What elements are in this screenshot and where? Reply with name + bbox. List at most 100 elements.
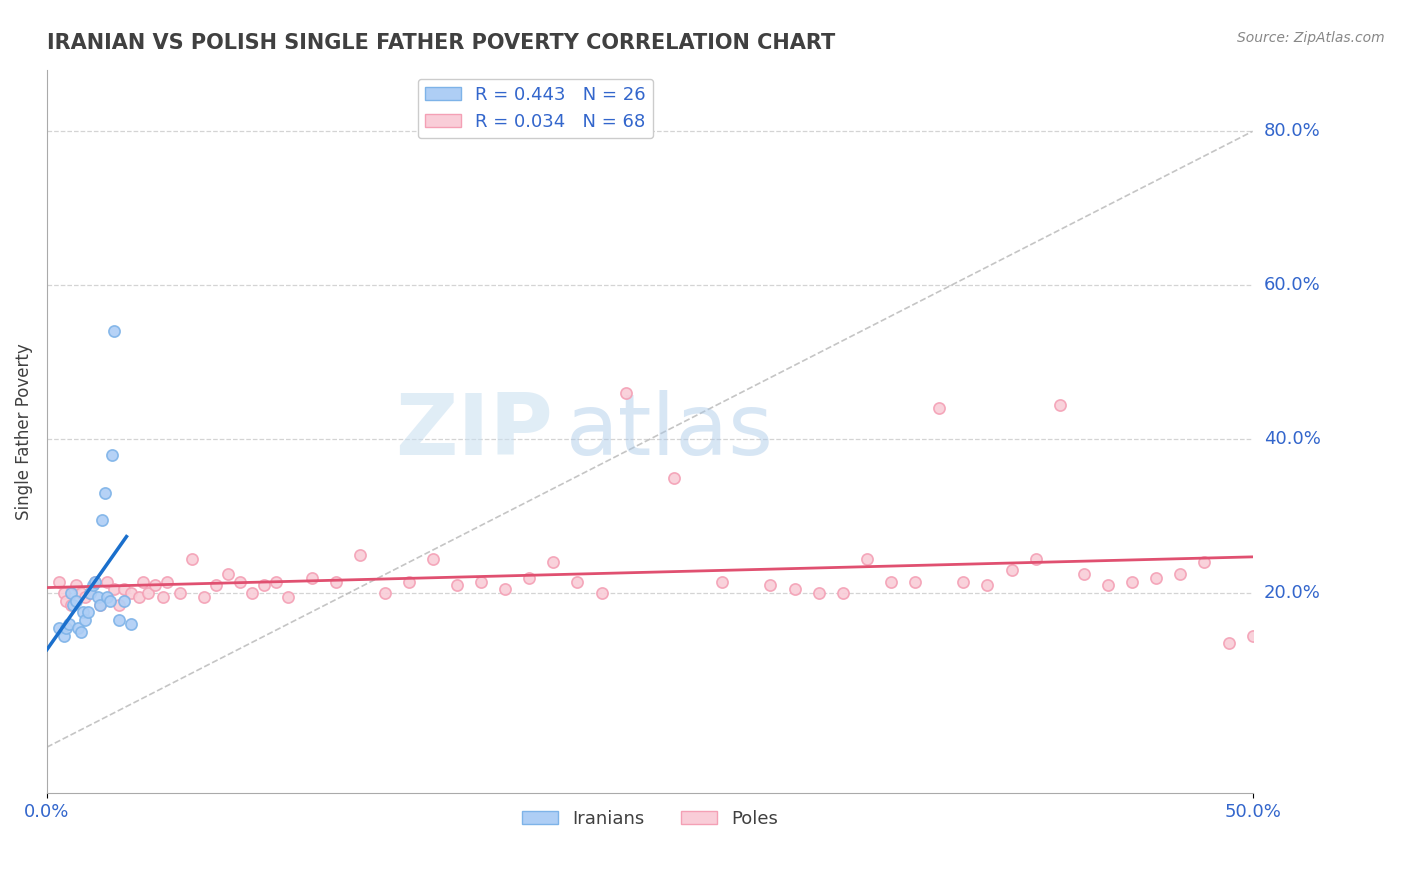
Point — [62, 598, 84, 612]
Point — [277, 590, 299, 604]
Point — [91, 513, 114, 527]
Point — [72, 606, 94, 620]
Point — [112, 582, 135, 597]
Point — [325, 574, 347, 589]
Point — [69, 624, 91, 639]
Point — [253, 578, 276, 592]
Point — [904, 574, 927, 589]
Text: 80.0%: 80.0% — [1264, 122, 1320, 140]
Point — [79, 586, 101, 600]
Point — [856, 551, 879, 566]
Point — [373, 586, 395, 600]
Point — [152, 590, 174, 604]
Point — [614, 386, 637, 401]
Point — [65, 594, 87, 608]
Text: Source: ZipAtlas.com: Source: ZipAtlas.com — [1237, 31, 1385, 45]
Point — [193, 590, 215, 604]
Point — [976, 578, 998, 592]
Point — [103, 325, 125, 339]
Point — [807, 586, 830, 600]
Point — [96, 590, 118, 604]
Point — [349, 548, 371, 562]
Point — [112, 594, 135, 608]
Point — [422, 551, 444, 566]
Point — [169, 586, 191, 600]
Point — [217, 566, 239, 581]
Point — [1097, 578, 1119, 592]
Point — [1049, 398, 1071, 412]
Point — [711, 574, 734, 589]
Point — [120, 586, 142, 600]
Point — [204, 578, 226, 592]
Point — [1073, 566, 1095, 581]
Point — [108, 598, 131, 612]
Text: atlas: atlas — [565, 390, 773, 473]
Point — [55, 621, 77, 635]
Point — [180, 551, 202, 566]
Point — [1170, 566, 1192, 581]
Point — [517, 571, 540, 585]
Point — [48, 621, 70, 635]
Point — [446, 578, 468, 592]
Point — [1025, 551, 1047, 566]
Point — [301, 571, 323, 585]
Point — [86, 590, 108, 604]
Point — [79, 586, 101, 600]
Point — [783, 582, 806, 597]
Point — [108, 613, 131, 627]
Point — [94, 486, 117, 500]
Text: ZIP: ZIP — [395, 390, 554, 473]
Text: IRANIAN VS POLISH SINGLE FATHER POVERTY CORRELATION CHART: IRANIAN VS POLISH SINGLE FATHER POVERTY … — [46, 33, 835, 53]
Legend: Iranians, Poles: Iranians, Poles — [515, 803, 785, 835]
Point — [84, 574, 107, 589]
Point — [67, 621, 90, 635]
Y-axis label: Single Father Poverty: Single Father Poverty — [15, 343, 32, 520]
Point — [69, 586, 91, 600]
Point — [1144, 571, 1167, 585]
Point — [96, 574, 118, 589]
Point — [1194, 555, 1216, 569]
Point — [240, 586, 263, 600]
Point — [1121, 574, 1143, 589]
Point — [136, 586, 159, 600]
Point — [156, 574, 179, 589]
Point — [264, 574, 287, 589]
Point — [759, 578, 782, 592]
Point — [567, 574, 589, 589]
Point — [52, 628, 75, 642]
Point — [48, 574, 70, 589]
Point — [52, 586, 75, 600]
Point — [82, 578, 104, 592]
Point — [831, 586, 853, 600]
Point — [1218, 636, 1240, 650]
Point — [145, 578, 167, 592]
Point — [494, 582, 516, 597]
Text: 20.0%: 20.0% — [1264, 584, 1320, 602]
Point — [89, 598, 111, 612]
Point — [952, 574, 974, 589]
Point — [229, 574, 252, 589]
Point — [1000, 563, 1022, 577]
Point — [928, 401, 950, 416]
Point — [543, 555, 565, 569]
Point — [128, 590, 150, 604]
Point — [98, 594, 121, 608]
Point — [77, 606, 100, 620]
Point — [662, 471, 685, 485]
Point — [75, 613, 97, 627]
Point — [1241, 628, 1264, 642]
Point — [132, 574, 155, 589]
Text: 40.0%: 40.0% — [1264, 430, 1320, 448]
Point — [591, 586, 613, 600]
Point — [65, 578, 87, 592]
Point — [880, 574, 903, 589]
Point — [58, 617, 80, 632]
Point — [103, 582, 125, 597]
Point — [89, 598, 111, 612]
Point — [84, 574, 107, 589]
Point — [101, 448, 124, 462]
Text: 60.0%: 60.0% — [1264, 277, 1320, 294]
Point — [60, 598, 83, 612]
Point — [120, 617, 142, 632]
Point — [55, 594, 77, 608]
